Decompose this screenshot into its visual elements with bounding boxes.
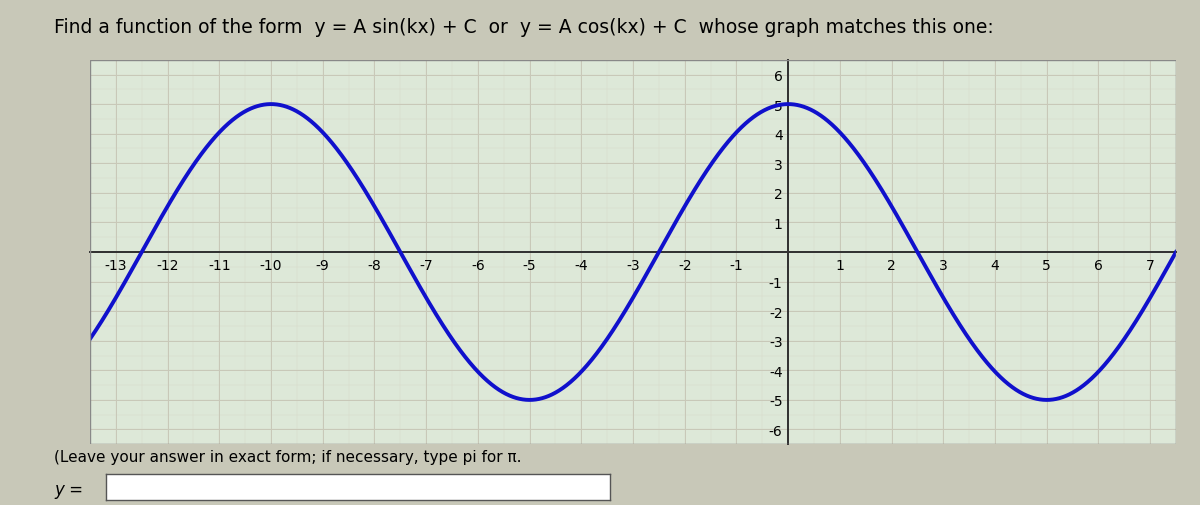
Text: y =: y =	[54, 480, 83, 498]
Text: (Leave your answer in exact form; if necessary, type pi for π.: (Leave your answer in exact form; if nec…	[54, 449, 522, 465]
Text: Find a function of the form  y = A sin(kx) + C  or  y = A cos(kx) + C  whose gra: Find a function of the form y = A sin(kx…	[54, 18, 994, 37]
